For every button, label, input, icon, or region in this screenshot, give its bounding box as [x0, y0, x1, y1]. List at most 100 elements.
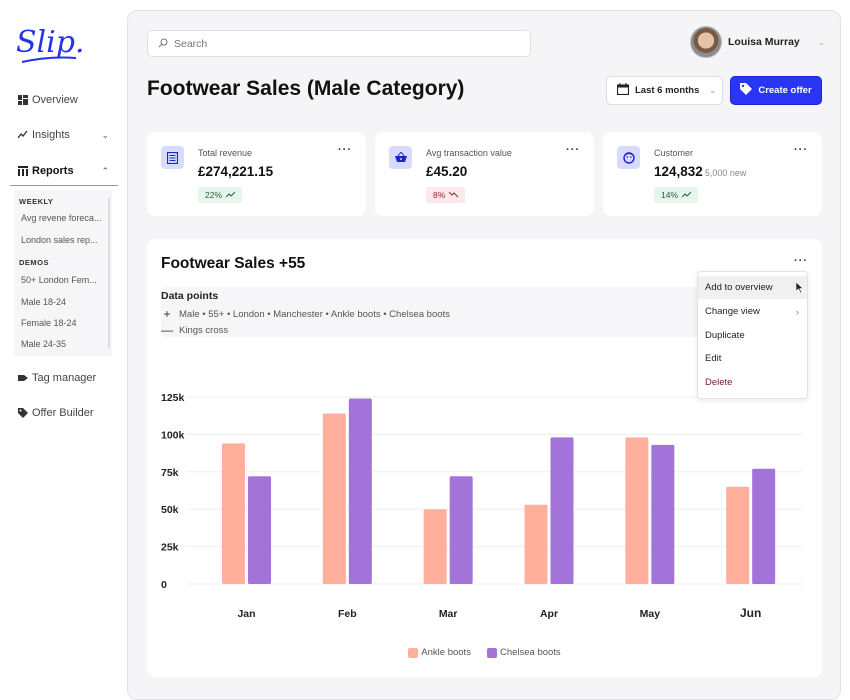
- report-link[interactable]: Male 24-35: [21, 339, 67, 349]
- tag-icon: [18, 373, 28, 383]
- bar-chelsea-boots-mar[interactable]: [449, 476, 473, 584]
- smiley-icon: [617, 146, 640, 169]
- report-link[interactable]: London sales rep...: [21, 235, 98, 245]
- exclude-list: Kings cross: [179, 324, 229, 336]
- user-menu[interactable]: Louisa Murray ⌄: [690, 26, 825, 58]
- divider: [10, 185, 118, 186]
- legend-item-chelsea[interactable]: Chelsea boots: [486, 647, 561, 658]
- x-tick-label: Feb: [338, 608, 357, 620]
- sidebar-item-label: Overview: [32, 94, 78, 106]
- table-icon: [18, 166, 28, 176]
- include-list: Male • 55+ • London • Manchester • Ankle…: [179, 308, 450, 320]
- more-options-icon[interactable]: ···: [794, 144, 808, 156]
- avatar[interactable]: [690, 26, 722, 58]
- sidebar-item-label: Reports: [32, 165, 74, 177]
- menu-item-duplicate[interactable]: Duplicate: [705, 330, 745, 341]
- legend-swatch: [486, 647, 497, 658]
- bar-chelsea-boots-jan[interactable]: [248, 476, 271, 584]
- sidebar-item-label: Tag manager: [32, 372, 97, 384]
- chart-legend: Ankle boots Chelsea boots: [147, 647, 822, 658]
- date-range-label: Last 6 months: [635, 85, 700, 96]
- bar-ankle-boots-feb[interactable]: [322, 413, 346, 584]
- chevron-down-icon[interactable]: ⌄: [101, 130, 109, 140]
- stat-label: Avg transaction value: [426, 148, 512, 158]
- trend-up-icon: [225, 190, 236, 200]
- stat-label: Total revenue: [198, 148, 253, 158]
- more-options-icon[interactable]: ···: [566, 144, 580, 156]
- legend-item-ankle[interactable]: Ankle boots: [408, 647, 471, 658]
- basket-icon: [389, 146, 412, 169]
- search-bar[interactable]: [147, 30, 531, 57]
- minus-icon: —: [161, 323, 173, 337]
- stat-value: 124,832 5,000 new: [654, 164, 747, 179]
- trend-up-icon: [681, 190, 692, 200]
- sidebar-item-reports[interactable]: Reports: [18, 165, 74, 177]
- search-icon: [158, 35, 168, 53]
- plus-icon: +: [163, 307, 171, 321]
- legend-label: Chelsea boots: [499, 647, 561, 658]
- bar-chelsea-boots-may[interactable]: [651, 444, 675, 584]
- menu-item-add-to-overview[interactable]: Add to overview: [698, 276, 807, 299]
- bar-chelsea-boots-feb[interactable]: [348, 398, 372, 584]
- y-tick-label: 100k: [161, 429, 185, 441]
- chevron-up-icon[interactable]: ⌃: [101, 166, 109, 176]
- cursor-icon: [795, 281, 804, 296]
- bar-ankle-boots-may[interactable]: [625, 437, 649, 584]
- bar-ankle-boots-mar[interactable]: [423, 509, 447, 584]
- data-points-title: Data points: [161, 290, 219, 302]
- report-link[interactable]: Avg revene foreca...: [21, 213, 102, 223]
- receipt-icon: [161, 146, 184, 169]
- sidebar: Slip. Overview Insights ⌄ Reports ⌃ WEEK…: [0, 0, 125, 692]
- slip-logo[interactable]: Slip.: [14, 18, 84, 68]
- report-link[interactable]: Male 18-24: [21, 297, 67, 307]
- menu-item-delete[interactable]: Delete: [705, 377, 733, 388]
- y-tick-label: 25k: [161, 542, 179, 554]
- tag-icon: [740, 83, 753, 98]
- tags-icon: [18, 408, 28, 418]
- trend-down-icon: [448, 190, 459, 200]
- bar-ankle-boots-jun[interactable]: [726, 486, 750, 584]
- stat-card-avg-transaction: Avg transaction value £45.20 ··· 8%: [375, 132, 594, 216]
- report-link[interactable]: 50+ London Fem...: [21, 275, 97, 285]
- bar-chelsea-boots-apr[interactable]: [550, 437, 574, 584]
- bar-chart: 0 25k 50k 75k 100k 125k Jan Feb Mar Apr May Jun: [161, 392, 802, 620]
- more-options-icon[interactable]: ···: [794, 255, 808, 267]
- menu-item-edit[interactable]: Edit: [705, 353, 722, 364]
- main-panel: Louisa Murray ⌄ Footwear Sales (Male Cat…: [127, 10, 841, 700]
- chart-card: Footwear Sales +55 ··· Data points + Mal…: [147, 239, 822, 677]
- search-input[interactable]: [174, 37, 474, 50]
- change-badge: 8%: [426, 187, 466, 203]
- more-options-icon[interactable]: ···: [338, 144, 352, 156]
- sidebar-item-overview[interactable]: Overview: [18, 94, 78, 106]
- bar-ankle-boots-apr[interactable]: [524, 504, 548, 584]
- create-offer-label: Create offer: [758, 85, 812, 96]
- sidebar-item-insights[interactable]: Insights: [17, 129, 118, 141]
- chevron-down-icon: ⌄: [709, 86, 717, 95]
- svg-text:Slip.: Slip.: [16, 25, 84, 60]
- exclude-row: — Kings cross: [161, 323, 228, 337]
- sidebar-item-label: Offer Builder: [32, 407, 94, 419]
- bar-ankle-boots-jan[interactable]: [222, 443, 245, 584]
- context-menu: Add to overview Change view › Duplicate …: [697, 271, 808, 399]
- x-tick-label: Mar: [439, 608, 458, 620]
- chevron-down-icon[interactable]: ⌄: [817, 36, 826, 47]
- report-link[interactable]: Female 18-24: [21, 318, 77, 328]
- create-offer-button[interactable]: Create offer: [730, 76, 822, 105]
- sidebar-item-offer-builder[interactable]: Offer Builder: [18, 407, 94, 419]
- stat-value: £45.20: [426, 164, 468, 179]
- section-heading: WEEKLY: [19, 197, 54, 206]
- scrollbar[interactable]: [108, 198, 110, 348]
- bar-chelsea-boots-jun[interactable]: [752, 468, 776, 584]
- chevron-right-icon: ›: [796, 306, 799, 317]
- legend-label: Ankle boots: [421, 647, 471, 658]
- sidebar-item-tag-manager[interactable]: Tag manager: [18, 372, 96, 384]
- stat-sub: 5,000 new: [704, 168, 747, 178]
- reports-submenu: WEEKLY Avg revene foreca... London sales…: [14, 190, 112, 356]
- date-range-select[interactable]: Last 6 months ⌄: [606, 76, 723, 105]
- menu-item-change-view[interactable]: Change view ›: [705, 306, 799, 317]
- x-tick-label: May: [640, 608, 661, 620]
- y-tick-label: 0: [161, 579, 167, 591]
- y-tick-label: 75k: [161, 467, 179, 479]
- x-tick-label: Jan: [237, 608, 255, 620]
- x-tick-label: Apr: [540, 608, 558, 620]
